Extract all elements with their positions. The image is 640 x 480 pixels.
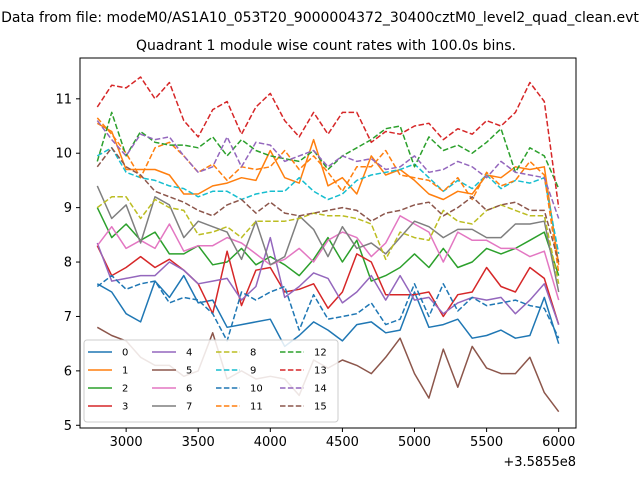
legend-frame <box>83 339 339 423</box>
x-tick-label-6000: 6000 <box>542 435 575 450</box>
x-tick-label-3500: 3500 <box>182 435 215 450</box>
y-tick-label-10: 10 <box>55 147 72 162</box>
series-4-line <box>96 236 560 325</box>
legend-label-14: 14 <box>314 384 327 395</box>
y-tick-label-7: 7 <box>64 310 72 325</box>
y-tick-label-9: 9 <box>64 201 72 216</box>
x-tick-label-5000: 5000 <box>398 435 431 450</box>
series-10-line <box>96 274 560 342</box>
legend-label-12: 12 <box>314 348 327 359</box>
series-0-line <box>96 274 560 348</box>
legend-label-8: 8 <box>250 348 256 359</box>
series-11-line <box>96 117 560 274</box>
series-14-line <box>96 120 560 219</box>
series-15-line <box>96 147 560 263</box>
y-axis: 5 6 7 8 9 10 11 <box>55 92 80 434</box>
series-9-line <box>96 147 560 255</box>
legend-label-9: 9 <box>250 366 256 377</box>
y-tick-label-8: 8 <box>64 256 72 271</box>
series-3-line <box>96 245 560 325</box>
y-tick-label-11: 11 <box>55 92 72 107</box>
legend-label-15: 15 <box>314 402 327 413</box>
legend-label-2: 2 <box>122 384 128 395</box>
legend-label-4: 4 <box>186 348 192 359</box>
series-8-line <box>96 196 560 284</box>
x-axis: 3000 3500 4000 4500 5000 5500 6000 <box>110 428 575 450</box>
legend-label-10: 10 <box>250 384 263 395</box>
legend-label-0: 0 <box>122 348 128 359</box>
axes-frame <box>79 57 577 429</box>
series-7-line <box>96 185 560 293</box>
figure-suptitle: Data from file: modeM0/AS1A10_053T20_900… <box>1 10 639 26</box>
legend-label-5: 5 <box>186 366 192 377</box>
legend-label-7: 7 <box>186 402 192 413</box>
chart-title: Quadrant 1 module wise count rates with … <box>136 38 516 54</box>
legend-label-6: 6 <box>186 384 192 395</box>
legend-label-13: 13 <box>314 366 327 377</box>
x-tick-label-4000: 4000 <box>254 435 287 450</box>
y-tick-label-6: 6 <box>64 364 72 379</box>
x-tick-label-5500: 5500 <box>470 435 503 450</box>
series-2-line <box>96 207 560 282</box>
series-6-line <box>96 215 560 301</box>
y-tick-label-5: 5 <box>64 419 72 434</box>
series-12-line <box>96 111 560 189</box>
legend-label-1: 1 <box>122 366 128 377</box>
series-13-line <box>96 76 560 208</box>
x-tick-label-4500: 4500 <box>326 435 359 450</box>
legend-label-11: 11 <box>250 402 263 413</box>
legend-label-3: 3 <box>122 402 128 413</box>
x-tick-label-3000: 3000 <box>110 435 143 450</box>
x-offset-label: +3.5855e8 <box>503 455 576 470</box>
